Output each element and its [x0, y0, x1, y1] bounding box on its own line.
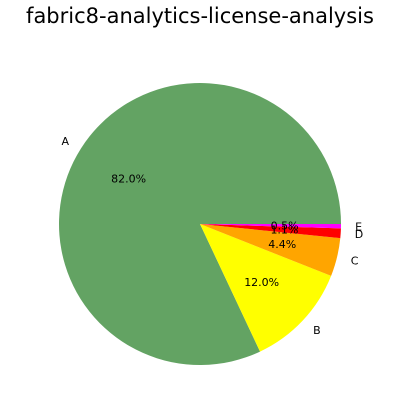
chart-title: fabric8-analytics-license-analysis — [26, 4, 374, 28]
slice-label-b: B — [313, 324, 321, 337]
pie-labels: A 82.0% B 12.0% C 4.4% D 1.1% E 0.5% — [62, 135, 364, 337]
slice-label-c: C — [351, 255, 359, 268]
pie-slices — [58, 83, 342, 366]
pie-slice-b — [200, 224, 332, 352]
pct-label-e: 0.5% — [271, 219, 299, 232]
pct-label-d: 1.1% — [270, 224, 298, 237]
slice-label-a: A — [62, 135, 70, 148]
pct-label-a: 82.0% — [111, 173, 146, 186]
pie-slice-e — [200, 224, 341, 229]
pct-label-c: 4.4% — [268, 238, 296, 251]
slice-label-e: E — [355, 220, 362, 233]
pct-label-b: 12.0% — [244, 276, 279, 289]
pie-slice-a — [58, 83, 342, 366]
pie-slice-d — [200, 224, 341, 239]
pie-slice-c — [200, 224, 341, 276]
slice-label-d: D — [355, 228, 363, 241]
